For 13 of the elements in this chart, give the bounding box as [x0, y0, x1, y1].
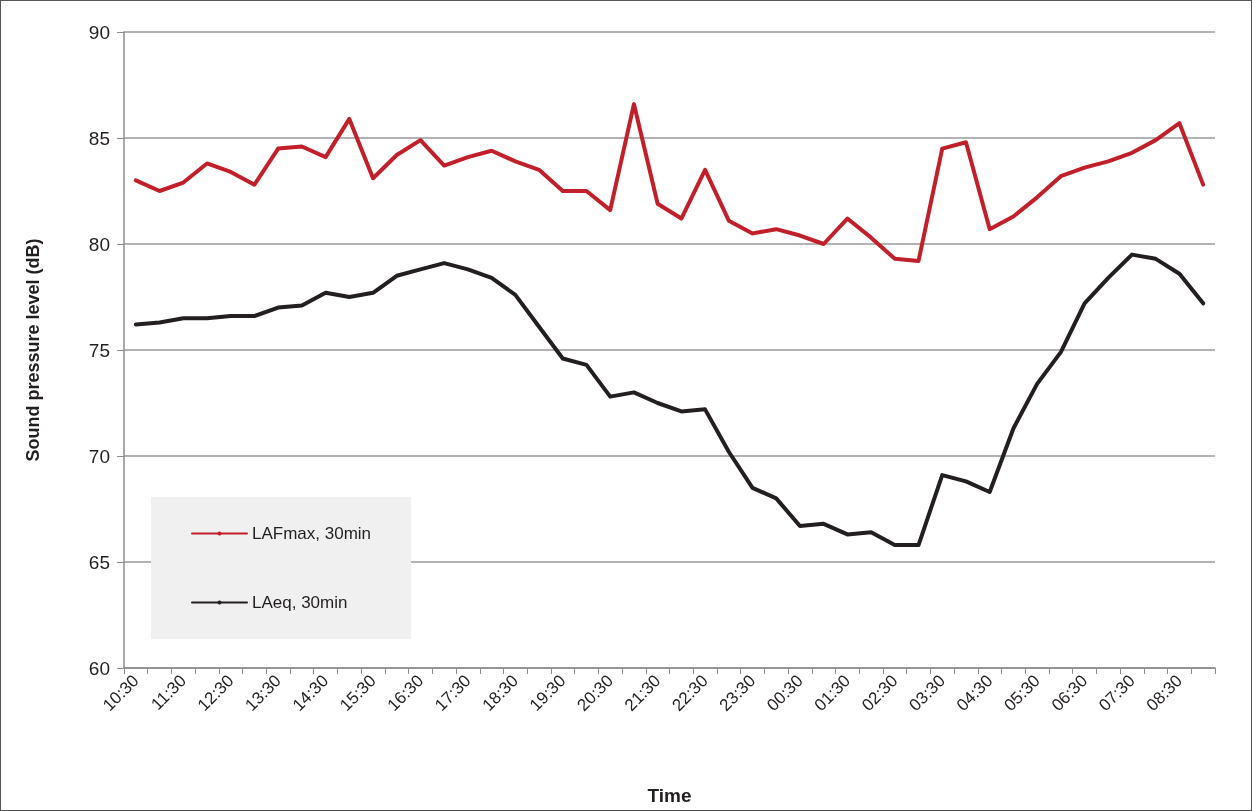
legend-label: LAFmax, 30min [252, 524, 372, 543]
line-series [133, 252, 1206, 548]
y-tick-label: 65 [88, 551, 110, 573]
line-series [133, 102, 1206, 263]
legend-label: LAeq, 30min [252, 593, 348, 612]
y-axis-title: Sound pressure level (dB) [23, 238, 43, 462]
y-tick-label: 80 [88, 233, 110, 255]
y-tick-label: 90 [88, 21, 110, 43]
y-tick-label: 70 [88, 445, 110, 467]
x-axis-title: Time [647, 785, 692, 806]
y-tick-label: 60 [88, 657, 110, 679]
y-tick-label: 85 [88, 127, 110, 149]
y-tick-label: 75 [88, 339, 110, 361]
